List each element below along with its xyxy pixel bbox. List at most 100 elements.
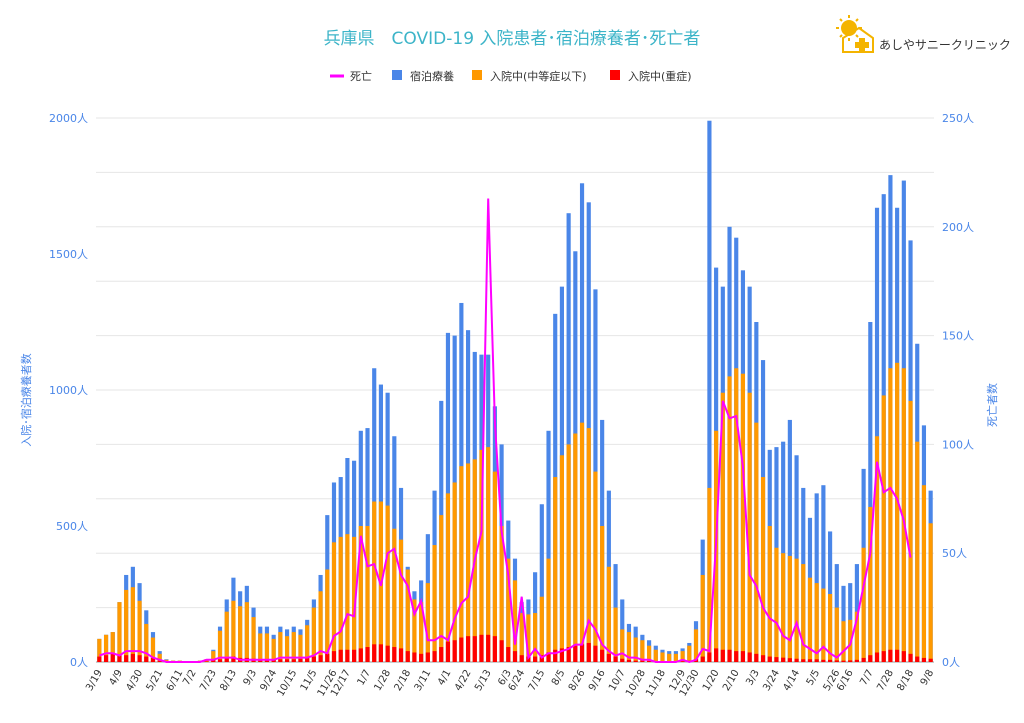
x-tick: 9/24: [258, 668, 279, 693]
bar-severe: [157, 660, 162, 662]
bar-severe: [452, 640, 457, 662]
bar-severe: [331, 651, 337, 662]
bar-severe: [445, 641, 451, 662]
bar-moderate: [298, 634, 303, 662]
bar-moderate: [901, 368, 906, 662]
bar-moderate: [586, 428, 591, 662]
bar-severe: [801, 659, 806, 662]
bar-moderate: [258, 633, 263, 662]
bar-severe: [519, 655, 524, 662]
bar-severe: [512, 651, 518, 662]
bar-severe: [747, 652, 752, 662]
x-tick: 7/2: [181, 668, 199, 687]
bar-moderate: [103, 634, 109, 662]
bar-moderate: [700, 574, 705, 662]
bar-moderate: [834, 607, 839, 662]
bar-severe: [479, 634, 484, 662]
y-tick-left: 500人: [56, 520, 88, 533]
bar-severe: [392, 647, 397, 662]
bar-moderate: [680, 651, 685, 662]
bar-severe: [398, 648, 404, 662]
x-tick: 4/22: [453, 668, 474, 693]
bar-moderate: [331, 542, 337, 662]
bar-moderate: [486, 447, 491, 662]
bar-severe: [318, 655, 323, 662]
bar-severe: [626, 659, 632, 662]
death-line: [99, 198, 912, 664]
bar-moderate: [345, 534, 350, 662]
y-tick-left: 1000人: [49, 384, 88, 397]
y-axis-right-title: 死亡者数: [985, 383, 999, 427]
bar-severe: [908, 653, 913, 662]
bar-severe: [633, 660, 638, 662]
bar-moderate: [633, 637, 638, 662]
bar-severe: [606, 653, 611, 662]
bar-severe: [794, 658, 799, 662]
bar-severe: [841, 660, 846, 662]
bar-moderate: [774, 547, 779, 662]
bar-moderate: [157, 653, 162, 662]
bar-severe: [372, 644, 377, 662]
bar-moderate: [506, 558, 511, 662]
bar-severe: [291, 659, 296, 662]
bar-severe: [217, 659, 223, 662]
x-tick: 4/30: [124, 668, 145, 693]
bar-moderate: [874, 436, 880, 662]
bar-moderate: [419, 602, 424, 662]
bar-moderate: [358, 526, 363, 662]
bar-hotel: [781, 441, 786, 662]
bar-moderate: [499, 526, 504, 662]
bar-moderate: [492, 471, 497, 662]
bar-moderate: [479, 449, 484, 662]
bar-severe: [298, 658, 303, 662]
bar-severe: [103, 655, 109, 662]
bar-severe: [492, 636, 497, 662]
bar-moderate: [278, 632, 283, 662]
bar-severe: [385, 645, 390, 662]
bar-hotel: [821, 485, 826, 662]
x-tick: 1/7: [356, 668, 374, 687]
bar-moderate: [117, 602, 122, 662]
bar-severe: [787, 658, 792, 662]
bar-moderate: [405, 569, 410, 662]
bar-severe: [760, 655, 766, 662]
x-tick: 9/3: [242, 668, 260, 687]
bar-moderate: [895, 362, 900, 662]
x-tick: 4/1: [436, 668, 454, 687]
bar-moderate: [144, 623, 149, 662]
bar-moderate: [727, 376, 732, 662]
legend-label-hotel: 宿泊療養: [410, 69, 454, 83]
bar-severe: [767, 656, 772, 662]
bar-severe: [647, 660, 652, 662]
sun-house-logo-icon: [836, 15, 874, 53]
bar-moderate: [137, 600, 142, 662]
bar-moderate: [244, 602, 249, 662]
bar-moderate: [352, 536, 357, 662]
bar-severe: [727, 649, 732, 662]
y-tick-left: 2000人: [49, 112, 88, 125]
x-tick: 7/28: [875, 668, 896, 693]
bar-severe: [224, 657, 229, 662]
x-tick: 9/8: [919, 668, 937, 687]
x-tick: 3/3: [744, 668, 762, 687]
x-tick: 10/7: [607, 668, 628, 693]
bar-moderate: [854, 611, 859, 662]
bar-severe: [211, 659, 216, 662]
bar-moderate: [372, 501, 377, 662]
bar-severe: [613, 656, 618, 662]
bar-moderate: [579, 422, 585, 662]
bar-severe: [130, 653, 135, 662]
bar-severe: [110, 653, 115, 662]
x-tick: 8/5: [550, 668, 568, 687]
bar-severe: [901, 651, 906, 662]
bar-moderate: [164, 659, 169, 662]
x-tick: 5/21: [145, 668, 166, 693]
bar-severe: [432, 651, 437, 662]
bar-moderate: [412, 599, 417, 662]
bar-moderate: [566, 444, 571, 662]
bar-moderate: [600, 526, 605, 662]
y-tick-right: 100人: [942, 438, 974, 451]
y-tick-left: 1500人: [49, 248, 88, 261]
y-tick-right: 250人: [942, 112, 974, 125]
bar-severe: [278, 659, 283, 662]
